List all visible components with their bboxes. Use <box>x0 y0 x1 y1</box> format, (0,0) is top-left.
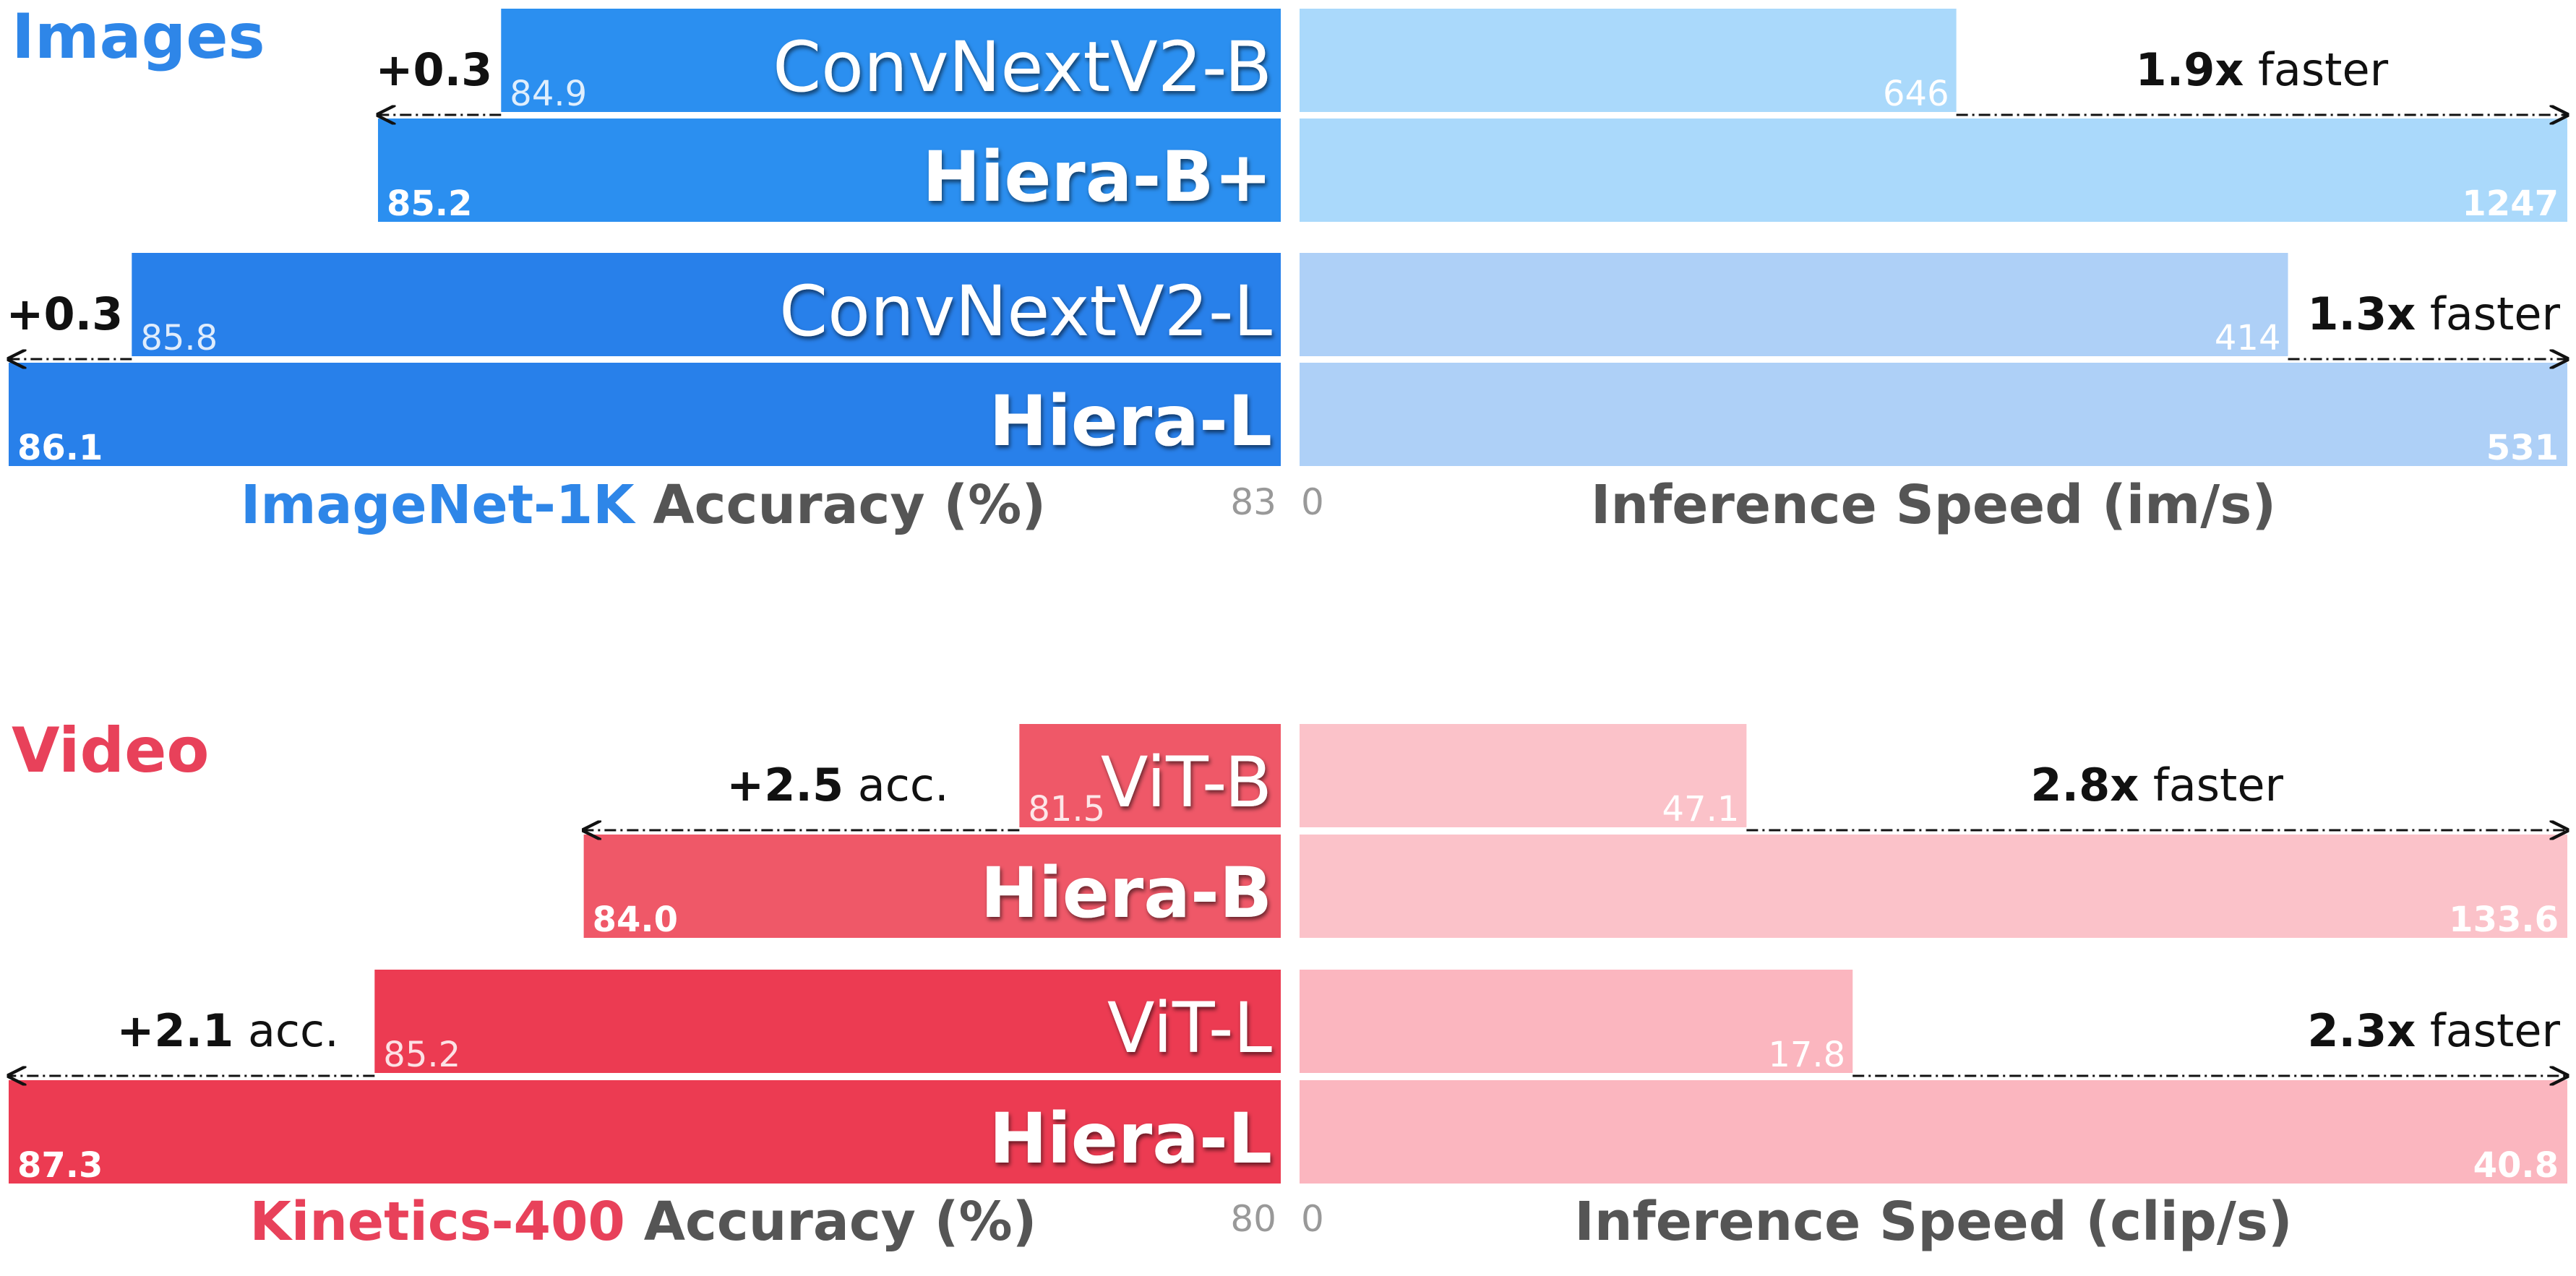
baseline-speed-bar <box>1300 970 1853 1073</box>
hiera-accuracy-label: 85.2 <box>387 184 472 224</box>
baseline-accuracy-bar <box>501 9 1281 112</box>
section-title: Video <box>12 715 210 787</box>
hiera-model-label: Hiera-B <box>981 853 1273 934</box>
baseline-speed-bar <box>1300 724 1747 827</box>
baseline-accuracy-bar <box>132 253 1281 356</box>
hiera-speed-label: 40.8 <box>2473 1145 2559 1186</box>
baseline-model-label: ConvNextV2-B <box>773 27 1272 108</box>
hiera-speed-label: 531 <box>2486 428 2559 468</box>
speed-axis-min-tick: 0 <box>1301 1198 1324 1240</box>
hiera-speed-bar <box>1300 1080 2567 1184</box>
speed-axis-label: Inference Speed (im/s) <box>1591 474 2276 536</box>
hiera-speed-label: 1247 <box>2462 184 2559 224</box>
speedup-label: 2.3x faster <box>2307 1004 2560 1057</box>
speedup-label: 1.3x faster <box>2307 288 2560 340</box>
baseline-accuracy-label: 85.8 <box>140 318 218 358</box>
hiera-model-label: Hiera-L <box>989 381 1273 462</box>
hiera-speed-bar <box>1300 118 2567 222</box>
accuracy-axis-min-tick: 80 <box>1230 1198 1276 1240</box>
accuracy-axis-label: Kinetics-400 Accuracy (%) <box>250 1191 1037 1253</box>
hiera-accuracy-bar <box>9 1080 1281 1184</box>
baseline-accuracy-label: 81.5 <box>1028 789 1105 829</box>
baseline-model-label: ConvNextV2-L <box>779 271 1272 352</box>
hiera-accuracy-label: 86.1 <box>17 428 103 468</box>
hiera-model-label: Hiera-B+ <box>922 137 1272 217</box>
section-title: Images <box>12 1 265 73</box>
speedup-label: 2.8x faster <box>2030 759 2283 811</box>
speedup-label: 1.9x faster <box>2136 43 2389 96</box>
baseline-speed-label: 17.8 <box>1768 1035 1845 1075</box>
baseline-accuracy-bar <box>374 970 1281 1073</box>
baseline-speed-label: 414 <box>2215 318 2281 358</box>
baseline-speed-label: 646 <box>1883 74 1949 114</box>
baseline-model-label: ViT-L <box>1107 988 1272 1069</box>
hiera-speed-bar <box>1300 835 2567 938</box>
hiera-accuracy-label: 84.0 <box>593 900 678 940</box>
accuracy-gain-label: +2.1 acc. <box>116 1004 338 1057</box>
accuracy-axis-label: ImageNet-1K Accuracy (%) <box>241 474 1046 536</box>
hiera-accuracy-bar <box>583 835 1281 938</box>
hiera-model-label: Hiera-L <box>989 1098 1273 1179</box>
speed-axis-min-tick: 0 <box>1301 481 1324 523</box>
hiera-accuracy-bar <box>377 118 1281 222</box>
speed-axis-label: Inference Speed (clip/s) <box>1574 1191 2292 1253</box>
baseline-speed-bar <box>1300 9 1957 112</box>
baseline-speed-bar <box>1300 253 2288 356</box>
hiera-accuracy-bar <box>9 363 1281 466</box>
baseline-accuracy-label: 85.2 <box>383 1035 460 1075</box>
accuracy-axis-min-tick: 83 <box>1230 481 1276 523</box>
hiera-speed-bar <box>1300 363 2567 466</box>
hiera-speed-label: 133.6 <box>2449 900 2559 940</box>
accuracy-gain-label: +2.5 acc. <box>726 759 948 811</box>
baseline-accuracy-bar <box>1019 724 1281 827</box>
baseline-accuracy-label: 84.9 <box>510 74 587 114</box>
accuracy-gain-label: +0.3 <box>376 43 493 96</box>
hiera-accuracy-label: 87.3 <box>17 1145 103 1186</box>
baseline-model-label: ViT-B <box>1101 742 1272 823</box>
baseline-speed-label: 47.1 <box>1662 789 1739 829</box>
accuracy-gain-label: +0.3 <box>7 288 124 340</box>
